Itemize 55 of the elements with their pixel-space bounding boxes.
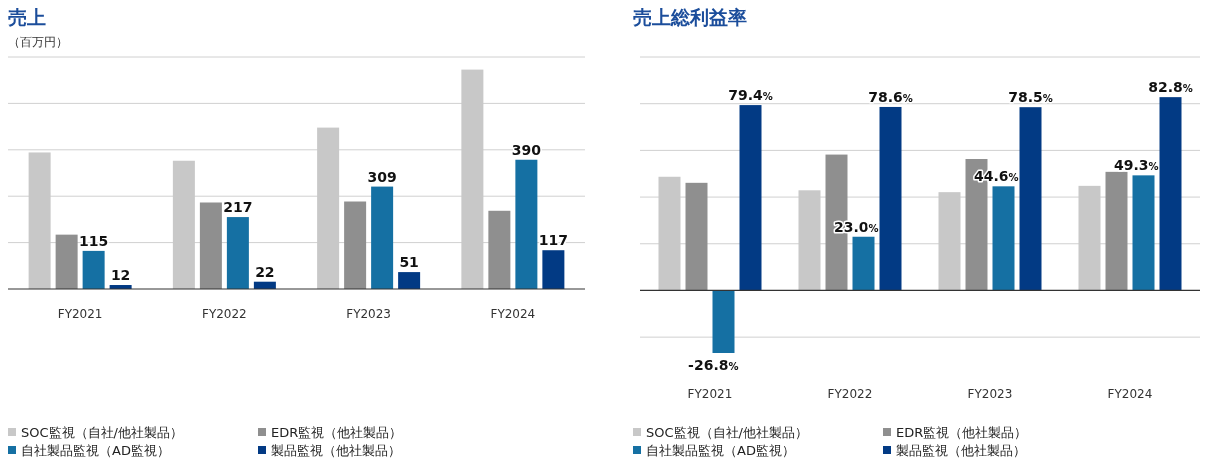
- data-label: 12: [110, 267, 131, 284]
- legend-label: SOC監視（自社/他社製品）: [21, 425, 183, 440]
- data-label: 44.6%: [973, 168, 1019, 185]
- bar: [55, 234, 78, 289]
- data-label: 82.8%: [1148, 79, 1193, 96]
- legend-label: SOC監視（自社/他社製品）: [646, 425, 808, 440]
- x-tick-label: FY2022: [201, 307, 247, 321]
- data-label: 115: [79, 232, 109, 249]
- data-label: 23.0%: [833, 218, 879, 235]
- bar: [685, 182, 708, 291]
- data-label: 49.3%: [1113, 157, 1159, 174]
- data-label: 309: [367, 168, 397, 185]
- data-label: -26.8%: [688, 357, 739, 373]
- x-tick-label: FY2024: [490, 307, 536, 321]
- data-label: 117: [538, 232, 568, 249]
- data-label: 217: [223, 199, 253, 216]
- bar: [515, 159, 538, 289]
- legend-label: 自社製品監視（AD監視）: [646, 443, 795, 458]
- bar: [1159, 97, 1182, 291]
- x-tick-label: FY2021: [687, 387, 733, 401]
- legend-label: 製品監視（他社製品）: [271, 443, 401, 458]
- x-tick-label: FY2022: [827, 387, 873, 401]
- bar: [199, 202, 222, 289]
- chart-title: 売上: [8, 6, 46, 28]
- bar: [712, 290, 735, 353]
- bar: [226, 217, 249, 289]
- bar: [739, 105, 762, 291]
- legend-label: EDR監視（他社製品）: [271, 425, 403, 440]
- legend-label: 製品監視（他社製品）: [896, 443, 1026, 458]
- bar: [1105, 171, 1128, 291]
- bar: [1132, 175, 1155, 291]
- x-tick-label: FY2023: [967, 387, 1013, 401]
- legend-label: 自社製品監視（AD監視）: [21, 443, 170, 458]
- data-label: 390: [511, 141, 542, 158]
- bar: [542, 250, 565, 289]
- bar: [879, 106, 902, 291]
- bar: [488, 210, 511, 289]
- data-label: 79.4%: [728, 87, 773, 104]
- data-label: 78.6%: [868, 88, 913, 105]
- x-tick-label: FY2021: [57, 307, 103, 321]
- data-label: 51: [399, 254, 419, 271]
- bar: [398, 272, 421, 289]
- bar: [82, 250, 105, 289]
- chart-subtitle: （百万円）: [8, 35, 68, 49]
- data-label: 78.5%: [1008, 89, 1053, 106]
- legend-label: EDR監視（他社製品）: [896, 425, 1028, 440]
- data-label: 22: [255, 263, 275, 280]
- bar: [992, 186, 1015, 291]
- x-tick-label: FY2023: [346, 307, 392, 321]
- x-tick-label: FY2024: [1107, 387, 1153, 401]
- bar: [371, 186, 394, 289]
- bar: [344, 201, 367, 289]
- bar: [852, 236, 875, 291]
- chart-title: 売上総利益率: [633, 6, 747, 28]
- bar: [1019, 107, 1042, 291]
